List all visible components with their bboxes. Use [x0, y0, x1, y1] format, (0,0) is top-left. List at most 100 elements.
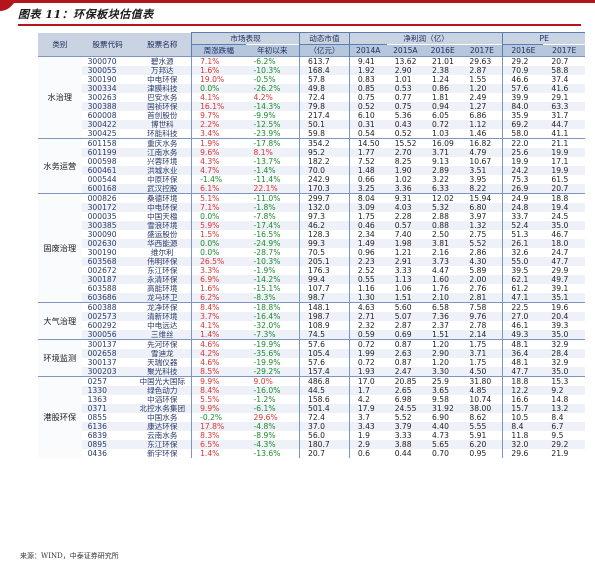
market-cap: 50.1	[299, 120, 350, 129]
market-cap: 501.4	[299, 404, 350, 413]
pe-2016e: 22.5	[502, 302, 544, 312]
weekly-change: 1.4%	[191, 449, 246, 458]
pe-2016e: 52.4	[502, 221, 544, 230]
stock-code: 1330	[81, 386, 134, 395]
profit-2016e: 1.20	[424, 339, 462, 349]
pe-2017e: 21.9	[551, 449, 569, 458]
ytd-change: -0.5%	[253, 75, 276, 84]
ytd-change: 4.2%	[253, 93, 273, 102]
weekly-change: 4.1%	[191, 321, 246, 330]
profit-2014a: 0.6	[348, 449, 387, 458]
profit-2015a: 8.25	[394, 157, 412, 166]
stock-code: 300334	[81, 84, 134, 93]
weekly-change: 5.1%	[191, 193, 246, 203]
stock-code: 002658	[81, 349, 134, 358]
stock-name: 首创股份	[147, 111, 178, 120]
stock-name: 东江环保	[133, 440, 192, 449]
profit-2016e: 12.02	[424, 193, 462, 203]
stock-code: 0371	[81, 404, 134, 413]
pe-2016e: 39.9	[502, 93, 544, 102]
ytd-change: -23.9%	[253, 129, 281, 138]
profit-2015a: 0.69	[386, 330, 425, 340]
pe-2016e: 75.3	[502, 175, 544, 184]
pe-2017e: 39.1	[551, 284, 569, 293]
header-market: 市场表现	[191, 32, 300, 45]
market-cap: 70.0	[299, 166, 350, 175]
table-row: 1330 绿色动力 8.4% -16.0% 44.5 1.7 2.65 3.65 4.85 12.…	[38, 386, 585, 395]
ytd-change: -10.3%	[245, 66, 300, 75]
profit-2014a: 1.93	[348, 367, 387, 377]
header-row-1: 类别 股票代码 股票名称 市场表现 动态市值 净利润（亿） PE	[38, 32, 585, 57]
ytd-change: -8.9%	[253, 431, 276, 440]
pe-2017e: 58.8	[543, 66, 585, 75]
category-cell: 大气治理	[38, 302, 82, 340]
profit-2017e: 10.74	[469, 395, 492, 404]
profit-2017e: 9.76	[461, 312, 503, 321]
profit-2017e: 38.00	[461, 404, 503, 413]
profit-2017e: 1.32	[461, 221, 503, 230]
pe-2016e: 70.9	[502, 66, 544, 75]
pe-2017e: 13.2	[543, 404, 585, 413]
ytd-change: -8.3%	[245, 293, 300, 303]
table-row: 300263 巴安水务 4.1% 4.2% 72.4 0.75 0.77 1.81 2.49 39…	[38, 93, 585, 102]
stock-name: 北控水务集团	[133, 404, 192, 413]
market-cap: 37.0	[299, 422, 350, 431]
profit-2015a: 1.51	[386, 293, 425, 303]
profit-2016e: 4.73	[432, 431, 449, 440]
pe-2017e: 24.7	[551, 248, 569, 257]
profit-2015a: 2.65	[386, 386, 425, 395]
table-row: 港股环保 0257 中国光大国际 9.9% 9.0% 486.8 17.0 20.85 25.9…	[38, 376, 585, 458]
profit-2015a: 2.63	[386, 349, 425, 358]
market-cap: 158.6	[299, 395, 350, 404]
table-row: 600461 洪城水业 4.7% -1.4% 70.0 1.48 1.90 2.89 3.51 2…	[38, 166, 585, 175]
market-cap: 46.2	[299, 221, 350, 230]
profit-2016e: 31.92	[424, 404, 462, 413]
profit-2017e: 4.50	[461, 367, 503, 377]
pe-2017e: 9.2	[543, 386, 585, 395]
ytd-change: -7.8%	[253, 212, 276, 221]
ytd-change: -7.3%	[245, 330, 300, 340]
stock-code: 601199	[81, 148, 134, 157]
profit-2015a: 15.52	[386, 138, 425, 148]
market-cap: 486.8	[299, 376, 350, 386]
market-cap: 56.0	[299, 431, 350, 440]
market-cap: 182.2	[299, 157, 350, 166]
profit-2017e: 2.49	[469, 93, 487, 102]
market-cap: 157.4	[299, 367, 350, 377]
header-year: 2016E	[502, 44, 544, 57]
profit-2016e: 0.88	[424, 221, 462, 230]
weekly-change: 3.7%	[191, 312, 246, 321]
market-cap: 354.2	[299, 138, 350, 148]
profit-2016e: 4.40	[424, 422, 462, 431]
pe-2017e: 21.1	[543, 138, 585, 148]
stock-code: 0436	[87, 449, 107, 458]
stock-name: 中滔环保	[147, 395, 178, 404]
profit-2015a: 13.62	[386, 56, 425, 66]
profit-2014a: 0.52	[348, 102, 387, 111]
ytd-change: -19.9%	[253, 358, 281, 367]
market-cap: 72.4	[299, 413, 350, 422]
profit-2014a: 6.10	[348, 111, 387, 120]
profit-2017e: 2.86	[469, 248, 487, 257]
market-cap: 59.8	[299, 129, 350, 139]
stock-code: 300385	[81, 221, 134, 230]
weekly-change: 26.5%	[191, 257, 246, 266]
profit-2015a: 0.77	[394, 93, 412, 102]
profit-2014a: 14.50	[348, 138, 387, 148]
pe-2017e: 63.3	[543, 102, 585, 111]
stock-name: 中原环保	[147, 175, 178, 184]
profit-2014a: 3.25	[348, 184, 387, 194]
weekly-change: 0.0%	[191, 212, 246, 221]
ytd-change: -1.2%	[253, 395, 276, 404]
pe-2017e: 29.1	[551, 93, 569, 102]
pe-2016e: 62.1	[502, 275, 544, 284]
ytd-change: -13.6%	[253, 449, 281, 458]
header-category: 类别	[38, 32, 82, 57]
profit-2017e: 6.80	[461, 203, 503, 212]
stock-name: 兴蓉环境	[147, 157, 178, 166]
profit-2016e: 3.81	[424, 239, 462, 248]
pe-2017e: 20.4	[543, 312, 585, 321]
market-cap: 128.3	[299, 230, 350, 239]
stock-name: 津膜科技	[133, 84, 192, 93]
table-row: 300425 环能科技 3.4% -23.9% 59.8 0.54 0.52 1.03 1.46…	[38, 129, 585, 139]
